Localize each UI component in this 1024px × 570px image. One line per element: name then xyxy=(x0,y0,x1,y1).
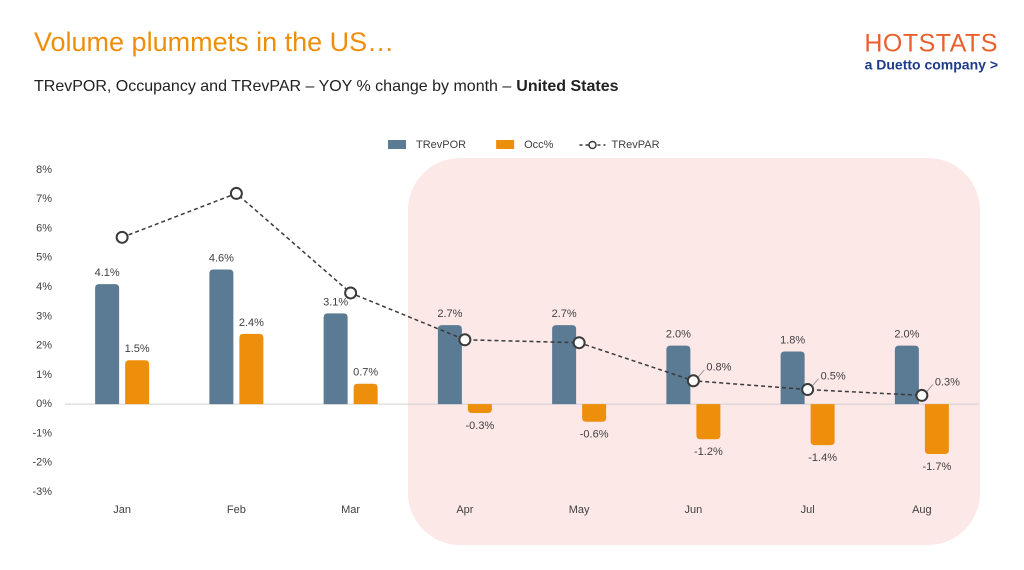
y-tick-label: -1% xyxy=(32,427,52,439)
leader-line xyxy=(812,378,820,386)
data-label: 4.1% xyxy=(95,267,120,279)
legend-label: TRevPOR xyxy=(416,139,466,151)
data-label: 0.8% xyxy=(706,362,731,374)
bar xyxy=(552,325,577,405)
x-tick-label: Jun xyxy=(685,504,703,516)
line-marker xyxy=(915,388,929,402)
x-tick-label: Apr xyxy=(456,504,473,516)
y-tick-label: -3% xyxy=(32,486,52,498)
bar xyxy=(239,333,264,405)
legend-marker xyxy=(588,140,597,150)
data-label: 0.5% xyxy=(821,370,846,382)
data-label: 1.8% xyxy=(780,334,805,346)
data-label: 2.0% xyxy=(666,329,691,341)
data-label: -1.2% xyxy=(694,446,723,458)
line xyxy=(121,192,922,397)
data-label: -0.6% xyxy=(580,429,609,441)
bar xyxy=(95,284,120,405)
y-tick-label: 1% xyxy=(36,369,52,381)
legend-label: Occ% xyxy=(524,139,554,151)
line-marker xyxy=(572,336,586,350)
data-label: 1.5% xyxy=(125,343,150,355)
y-tick-label: 3% xyxy=(36,310,52,322)
y-tick-label: 5% xyxy=(36,252,52,264)
bar xyxy=(125,360,150,405)
line-marker xyxy=(801,383,815,397)
data-label: 0.3% xyxy=(935,376,960,388)
bar xyxy=(437,325,462,405)
x-tick-label: Jan xyxy=(113,504,131,516)
subtitle-text: TRevPOR, Occupancy and TRevPAR – YOY % c… xyxy=(34,78,511,95)
data-label: -1.7% xyxy=(923,461,952,473)
slide-title: Volume plummets in the US… xyxy=(34,27,394,57)
logo-tagline: a Duetto company > xyxy=(865,57,998,73)
y-tick-label: -2% xyxy=(32,457,52,469)
x-tick-label: Aug xyxy=(912,504,932,516)
y-tick-label: 0% xyxy=(36,398,52,410)
legend-swatch xyxy=(496,140,515,149)
data-label: -0.3% xyxy=(466,420,495,432)
subtitle: TRevPOR, Occupancy and TRevPAR – YOY % c… xyxy=(34,78,619,95)
data-label: 3.1% xyxy=(323,296,348,308)
bar xyxy=(894,345,919,405)
data-label: 0.7% xyxy=(353,367,378,379)
legend-swatch xyxy=(388,140,406,149)
x-tick-label: Feb xyxy=(227,504,246,516)
data-label: -1.4% xyxy=(808,452,837,464)
y-tick-label: 4% xyxy=(36,281,52,293)
bar xyxy=(696,404,721,440)
leader-line xyxy=(697,369,705,378)
bar xyxy=(209,269,234,405)
logo-name: HOTSTATS xyxy=(864,30,998,58)
data-label: 2.7% xyxy=(552,308,577,320)
bar xyxy=(666,345,691,405)
bar xyxy=(810,404,835,446)
data-label: 4.6% xyxy=(209,252,234,264)
legend-label: TRevPAR xyxy=(611,139,659,151)
subtitle-region: United States xyxy=(516,78,618,95)
y-tick-label: 6% xyxy=(36,222,52,234)
bar xyxy=(323,313,348,405)
bar xyxy=(467,404,492,413)
data-label: 2.7% xyxy=(437,308,462,320)
bar xyxy=(353,383,378,405)
line-marker xyxy=(229,186,243,200)
x-tick-label: May xyxy=(569,504,590,516)
y-tick-label: 8% xyxy=(36,164,52,176)
y-tick-label: 2% xyxy=(36,340,52,352)
line-marker xyxy=(115,230,129,244)
line-marker xyxy=(686,374,700,388)
bar xyxy=(582,404,607,422)
x-tick-label: Jul xyxy=(801,504,815,516)
line-marker xyxy=(344,286,358,300)
data-label: 2.0% xyxy=(894,329,919,341)
x-tick-label: Mar xyxy=(341,504,360,516)
highlight-region xyxy=(408,158,980,545)
line-marker xyxy=(458,333,472,347)
leader-line xyxy=(926,384,934,392)
data-label: 2.4% xyxy=(239,317,264,329)
bar xyxy=(924,404,949,454)
bar xyxy=(780,351,805,405)
y-tick-label: 7% xyxy=(36,193,52,205)
